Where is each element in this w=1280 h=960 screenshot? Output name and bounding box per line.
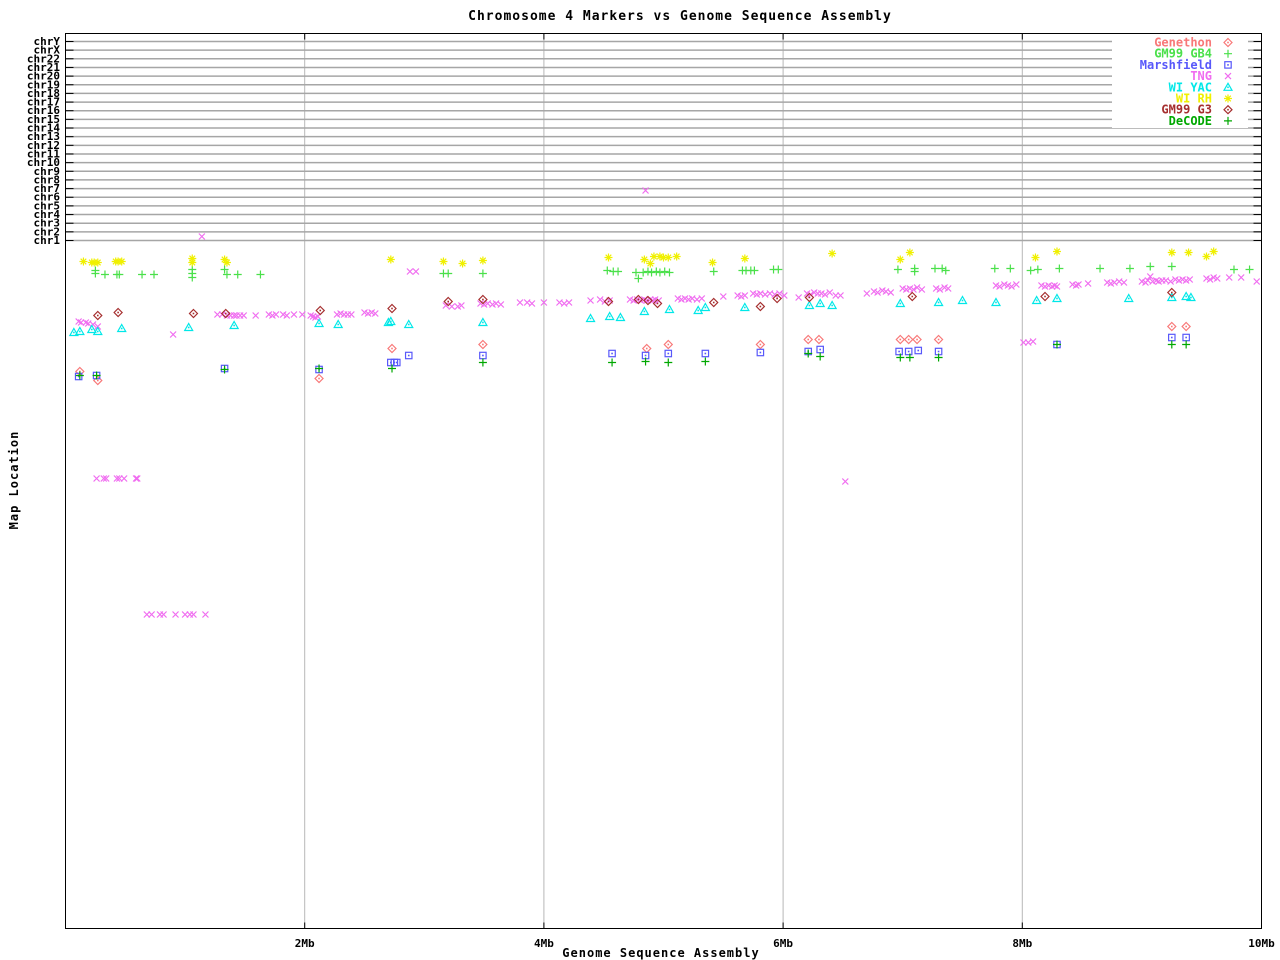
x-tick-label-10Mb: 10Mb	[1248, 937, 1275, 950]
y-tick-label-chr3: chr3	[34, 217, 61, 230]
y-tick-labels: chrYchrXchr22chr21chr20chr19chr18chr17ch…	[27, 35, 60, 247]
legend-marker-cross-icon	[1224, 72, 1232, 80]
y-tick-label-chr14: chr14	[27, 122, 60, 135]
legend-marker-asterisk-icon	[1224, 94, 1232, 103]
y-tick-label-chr9: chr9	[34, 165, 61, 178]
y-tick-label-chrX: chrX	[34, 44, 61, 57]
x-tick-label-2Mb: 2Mb	[295, 937, 315, 950]
chromosome-gridlines	[65, 40, 1262, 242]
legend-marker-plus-icon	[1224, 116, 1232, 125]
x-gridlines	[304, 33, 1023, 929]
y-tick-label-chr20: chr20	[27, 70, 60, 83]
legend-label-wi-yac: WI YAC	[1169, 80, 1212, 94]
x-axis-title: Genome Sequence Assembly	[562, 946, 760, 960]
legend-label-gm99-g3: GM99 G3	[1161, 103, 1212, 117]
legend-label-genethon: Genethon	[1154, 36, 1212, 50]
legend-marker-triangle-dot-icon	[1222, 82, 1234, 91]
y-tick-label-chr15: chr15	[27, 113, 60, 126]
legend-marker-diamond-dot-icon	[1223, 37, 1233, 48]
y-tick-label-chr5: chr5	[34, 199, 61, 212]
y-tick-label-chrY: chrY	[34, 35, 61, 48]
x-tick-label-8Mb: 8Mb	[1012, 937, 1032, 950]
y-tick-label-chr21: chr21	[27, 61, 60, 74]
series-wi-yac	[68, 291, 1196, 337]
legend-label-decode: DeCODE	[1169, 114, 1212, 128]
series-gm99-gb4	[91, 262, 1254, 283]
series-decode	[75, 340, 1191, 380]
series-gm99-g3	[92, 287, 1177, 321]
legend-marker-diamond-dot-icon	[1223, 104, 1233, 115]
legend-label-gm99-gb4: GM99 GB4	[1154, 47, 1212, 61]
plot-border	[65, 33, 1262, 929]
page-title: Chromosome 4 Markers vs Genome Sequence …	[468, 9, 892, 24]
y-tick-label-chr8: chr8	[34, 173, 61, 186]
legend-label-tng: TNG	[1190, 69, 1212, 83]
x-tick-labels: 2Mb 4Mb 6Mb 8Mb 10Mb	[295, 33, 1275, 950]
y-tick-label-chr17: chr17	[27, 96, 60, 109]
series-genethon	[75, 321, 1191, 386]
y-tick-label-chr4: chr4	[34, 208, 61, 221]
y-tick-label-chr6: chr6	[34, 191, 61, 204]
series-wi-rh	[79, 247, 1218, 268]
x-tick-label-4Mb: 4Mb	[534, 937, 554, 950]
y-tick-label-chr19: chr19	[27, 78, 60, 91]
series-tng	[75, 187, 1261, 618]
y-tick-label-chr22: chr22	[27, 52, 60, 65]
y-tick-label-chr2: chr2	[34, 225, 61, 238]
y-tick-label-chr16: chr16	[27, 104, 60, 117]
y-tick-label-chr12: chr12	[27, 139, 60, 152]
y-tick-label-chr13: chr13	[27, 130, 60, 143]
y-tick-label-chr1: chr1	[34, 234, 61, 247]
legend-label-wi-rh: WI RH	[1176, 92, 1212, 106]
x-tick-label-6Mb: 6Mb	[773, 937, 793, 950]
legend-marker-plus-icon	[1224, 49, 1232, 58]
y-tick-label-chr10: chr10	[27, 156, 60, 169]
y-tick-label-chr7: chr7	[34, 182, 61, 195]
y-tick-label-chr11: chr11	[27, 147, 60, 160]
legend-label-marshfield: Marshfield	[1140, 58, 1212, 72]
y-tick-label-chr18: chr18	[27, 87, 60, 100]
legend-marker-square-dot-icon	[1224, 61, 1232, 69]
